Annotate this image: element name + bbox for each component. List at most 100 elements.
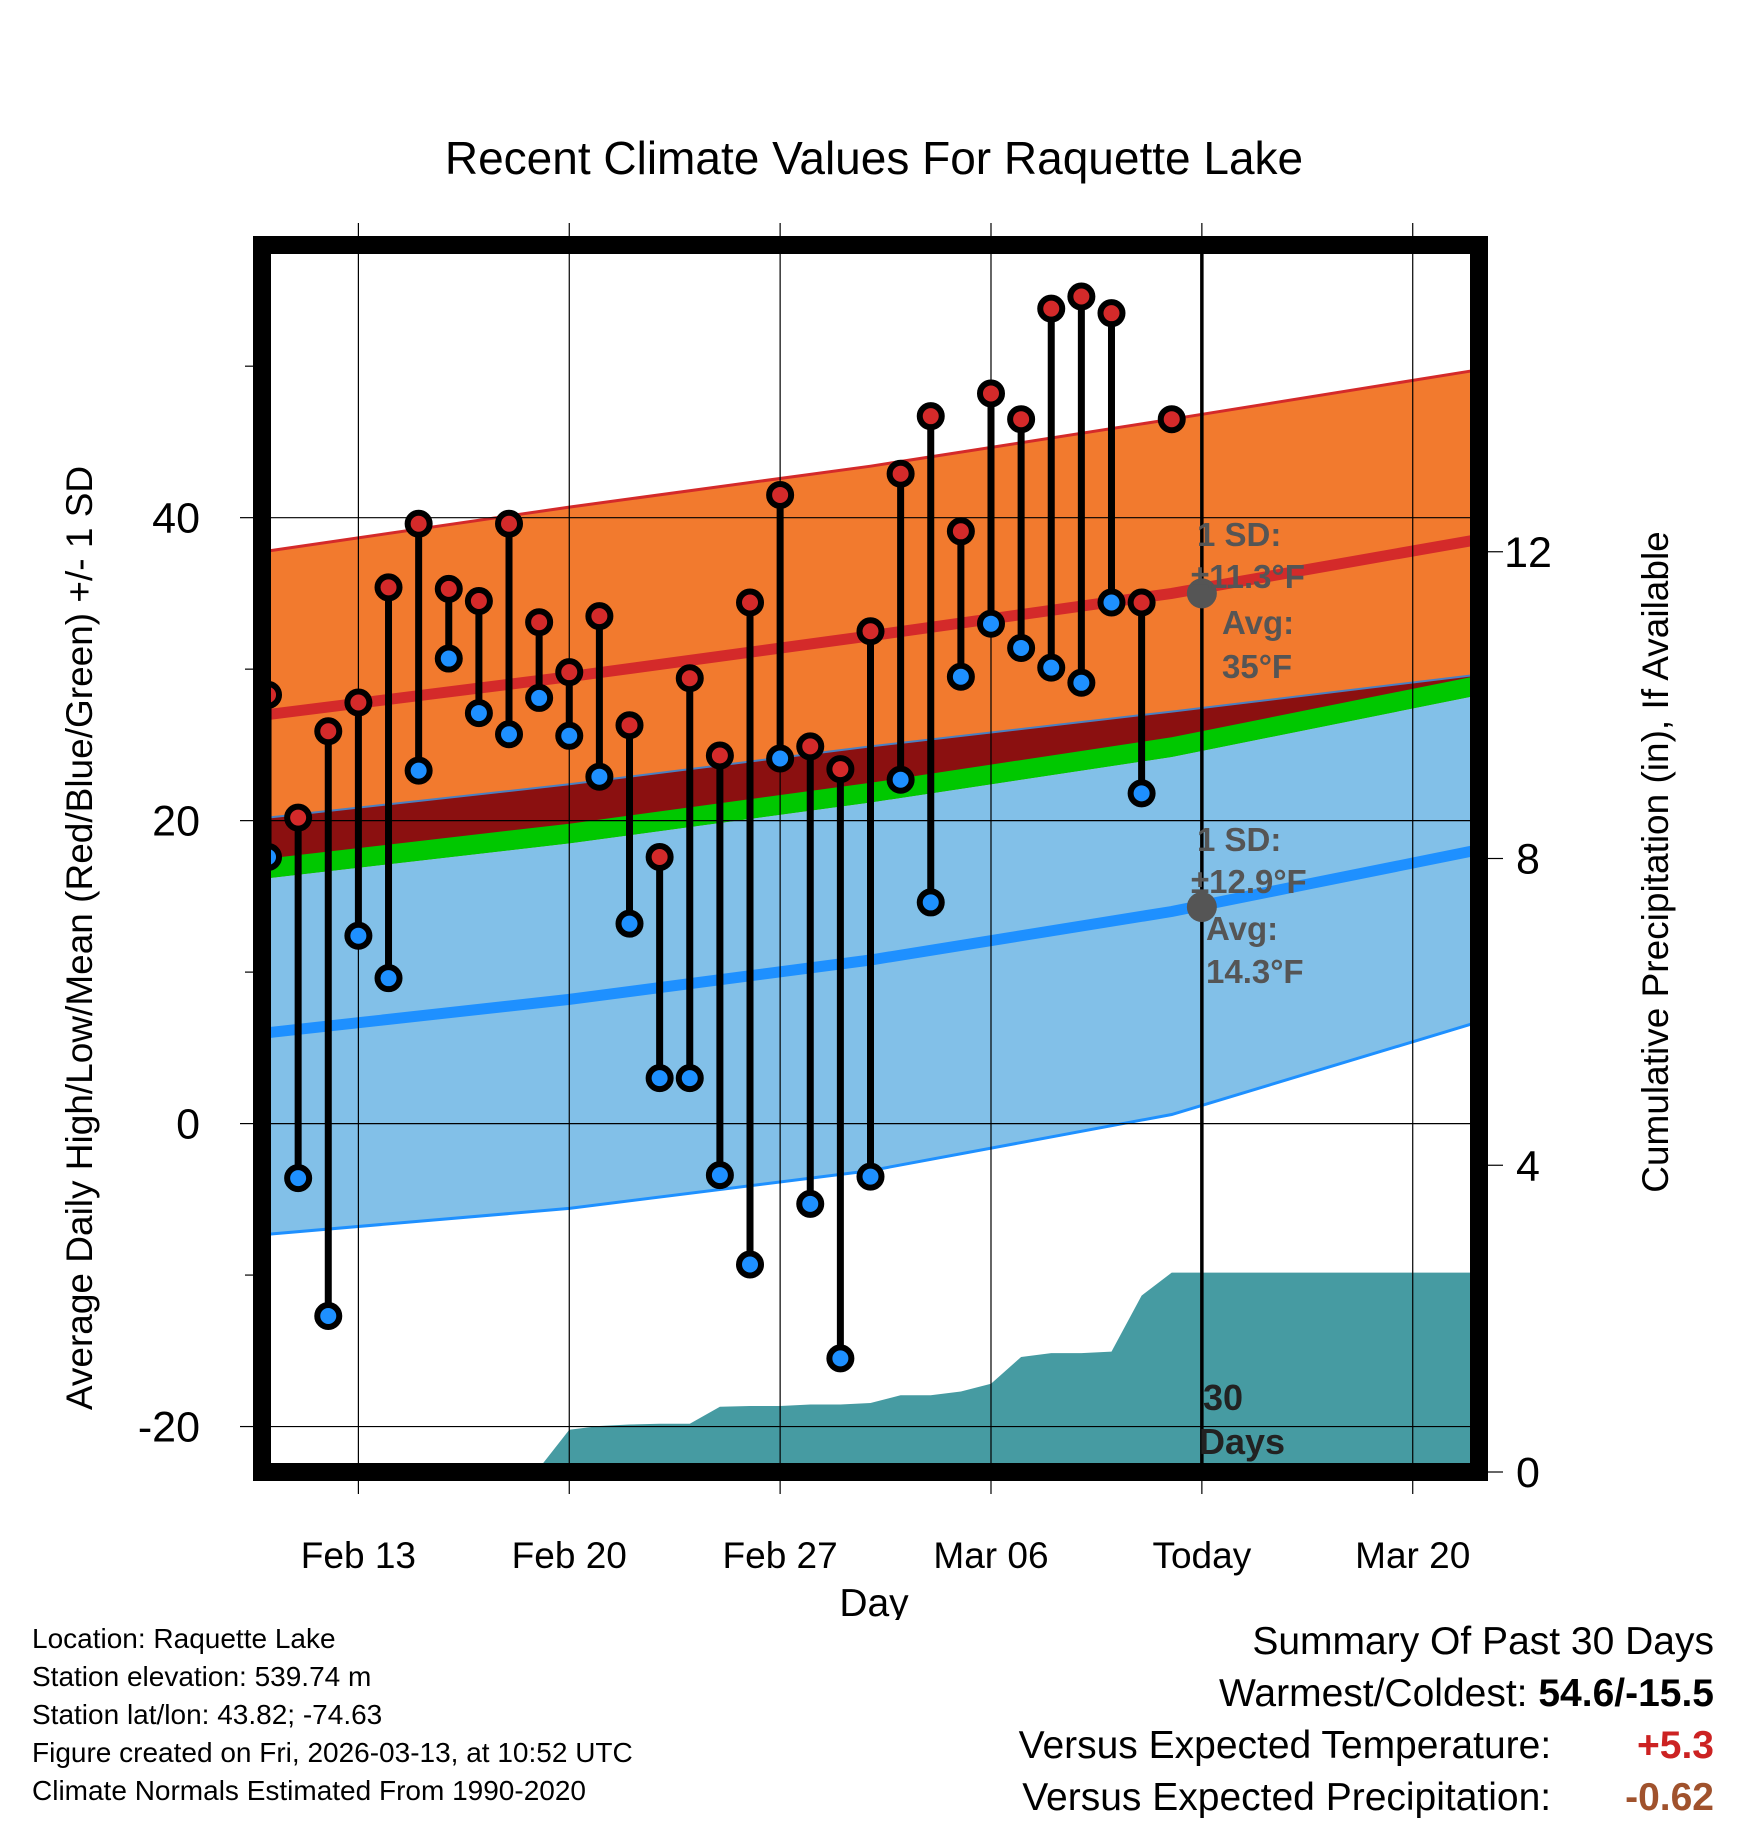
- daily-high-point: [525, 608, 554, 637]
- high-sd-value: ±11.3°F: [1191, 558, 1305, 595]
- daily-high-point: [555, 658, 584, 687]
- daily-low-point: [705, 1161, 734, 1190]
- high-sd-label: 1 SD:: [1197, 516, 1281, 553]
- x-tick-label: Feb 20: [512, 1535, 627, 1576]
- daily-high-point: [1097, 299, 1126, 328]
- daily-low-point: [555, 721, 584, 750]
- daily-high-point: [434, 574, 463, 603]
- daily-high-point: [736, 588, 765, 617]
- low-sd-label: 1 SD:: [1197, 821, 1281, 858]
- daily-low-point: [796, 1189, 825, 1218]
- daily-high-point: [344, 688, 373, 717]
- low-sd-value: ±12.9°F: [1191, 863, 1307, 900]
- precip-area: [268, 1272, 1473, 1472]
- daily-low-point: [434, 644, 463, 673]
- y2-tick-label: 8: [1516, 836, 1540, 884]
- daily-low-point: [525, 683, 554, 712]
- days-count-number: 30: [1203, 1377, 1243, 1418]
- daily-high-point: [615, 711, 644, 740]
- daily-high-point: [1157, 405, 1186, 434]
- daily-high-point: [1067, 282, 1096, 311]
- summary-temp-row: Versus Expected Temperature: +5.3: [1019, 1720, 1714, 1772]
- daily-low-point: [374, 964, 403, 993]
- station-info: Location: Raquette Lake Station elevatio…: [32, 1620, 633, 1810]
- daily-high-point: [1037, 294, 1066, 323]
- y-tick-label: 20: [152, 798, 200, 846]
- high-avg-value: 35°F: [1222, 648, 1292, 685]
- daily-high-point: [464, 586, 493, 615]
- daily-high-point: [284, 803, 313, 832]
- daily-low-point: [1007, 633, 1036, 662]
- daily-high-point: [1007, 405, 1036, 434]
- daily-high-point: [404, 509, 433, 538]
- daily-low-point: [766, 744, 795, 773]
- y-tick-label: -20: [138, 1404, 200, 1452]
- daily-high-point: [976, 379, 1005, 408]
- x-tick-label: Today: [1152, 1535, 1251, 1576]
- location-text: Location: Raquette Lake: [32, 1623, 336, 1654]
- x-tick-label: Feb 27: [723, 1535, 838, 1576]
- chart-title: Recent Climate Values For Raquette Lake: [445, 132, 1303, 184]
- daily-low-point: [736, 1250, 765, 1279]
- y-tick-label: 40: [152, 495, 200, 543]
- daily-high-point: [796, 732, 825, 761]
- latlon-text: Station lat/lon: 43.82; -74.63: [32, 1699, 383, 1730]
- low-avg-label: Avg:: [1206, 910, 1278, 947]
- days-count-word: Days: [1199, 1421, 1285, 1462]
- daily-high-point: [766, 480, 795, 509]
- daily-low-point: [404, 756, 433, 785]
- y2-tick-label: 4: [1516, 1142, 1540, 1190]
- climate-chart: Recent Climate Values For Raquette Lake …: [59, 132, 1676, 1620]
- plot-area: [262, 245, 1479, 1472]
- daily-high-point: [826, 755, 855, 784]
- summary-title: Summary Of Past 30 Days: [1252, 1620, 1714, 1663]
- daily-low-point: [464, 699, 493, 728]
- daily-high-point: [1127, 588, 1156, 617]
- temp-label: Versus Expected Temperature:: [1018, 1724, 1552, 1767]
- x-tick-label: Feb 13: [301, 1535, 416, 1576]
- daily-high-point: [886, 459, 915, 488]
- elevation-text: Station elevation: 539.74 m: [32, 1661, 372, 1692]
- daily-low-point: [856, 1162, 885, 1191]
- warmest-value: 54.6/-15.5: [1538, 1672, 1714, 1715]
- daily-low-point: [284, 1164, 313, 1193]
- daily-low-point: [585, 762, 614, 791]
- daily-low-point: [645, 1064, 674, 1093]
- x-tick-label: Mar 06: [933, 1535, 1048, 1576]
- today-low-avg-marker: [1186, 891, 1217, 922]
- daily-low-point: [1097, 588, 1126, 617]
- y-tick-label: 0: [176, 1101, 200, 1149]
- daily-low-point: [344, 921, 373, 950]
- y2-tick-label: 0: [1516, 1449, 1540, 1497]
- daily-low-point: [916, 888, 945, 917]
- daily-low-point: [826, 1344, 855, 1373]
- y2-axis-title: Cumulative Precipitation (in), If Availa…: [1635, 531, 1676, 1193]
- daily-high-point: [856, 617, 885, 646]
- temp-value: +5.3: [1637, 1724, 1714, 1767]
- plot-frame: [253, 236, 1488, 1481]
- daily-high-point: [495, 509, 524, 538]
- daily-high-point: [705, 741, 734, 770]
- created-text: Figure created on Fri, 2026-03-13, at 10…: [32, 1737, 633, 1768]
- daily-high-point: [946, 517, 975, 546]
- precip-value: -0.62: [1625, 1776, 1714, 1819]
- daily-low-point: [1127, 779, 1156, 808]
- summary-precip-row: Versus Expected Precipitation: -0.62: [1019, 1772, 1714, 1824]
- normals-text: Climate Normals Estimated From 1990-2020: [32, 1775, 586, 1806]
- daily-low-point: [1067, 668, 1096, 697]
- daily-low-point: [976, 609, 1005, 638]
- summary-warmest-row: Warmest/Coldest: 54.6/-15.5: [1019, 1668, 1714, 1720]
- x-axis-title: Day: [839, 1582, 909, 1620]
- today-high-avg-marker: [1186, 578, 1217, 609]
- daily-high-point: [675, 664, 704, 693]
- daily-low-point: [495, 720, 524, 749]
- warmest-label: Warmest/Coldest:: [1219, 1672, 1528, 1715]
- daily-high-point: [314, 717, 343, 746]
- daily-low-point: [615, 909, 644, 938]
- daily-low-point: [675, 1064, 704, 1093]
- y2-tick-label: 12: [1504, 529, 1552, 577]
- daily-high-point: [374, 573, 403, 602]
- summary-panel: Summary Of Past 30 Days Warmest/Coldest:…: [1019, 1616, 1714, 1824]
- y-axis-title: Average Daily High/Low/Mean (Red/Blue/Gr…: [59, 466, 100, 1410]
- daily-high-point: [585, 602, 614, 631]
